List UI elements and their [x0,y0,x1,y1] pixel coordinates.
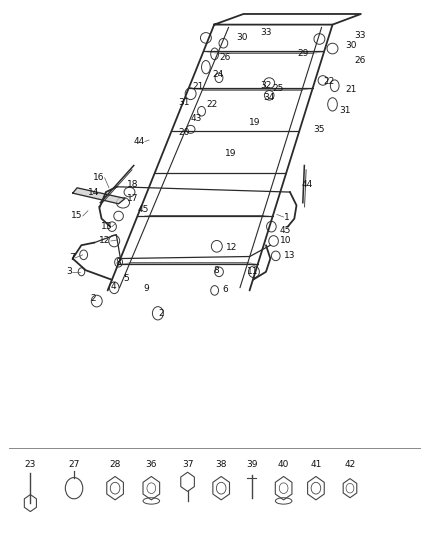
Text: 15: 15 [71,212,83,221]
Text: 9: 9 [143,284,149,293]
Text: 37: 37 [182,460,193,469]
Text: 3: 3 [66,268,72,276]
Text: 40: 40 [278,460,290,469]
Text: 5: 5 [124,274,130,283]
Text: 2: 2 [90,294,96,303]
Text: 27: 27 [68,460,80,469]
Text: 2: 2 [159,309,164,318]
Text: 14: 14 [88,188,99,197]
Text: 28: 28 [110,460,121,469]
Text: 35: 35 [313,125,325,134]
Text: 17: 17 [127,194,138,203]
Text: 1: 1 [284,213,290,222]
Text: 33: 33 [260,28,272,37]
Text: 26: 26 [219,53,231,62]
Text: 7: 7 [69,254,75,262]
Text: 36: 36 [145,460,157,469]
Text: 45: 45 [279,227,291,236]
Text: 10: 10 [280,237,292,246]
Text: 44: 44 [134,137,145,146]
Text: 32: 32 [260,81,272,90]
Text: 6: 6 [223,285,228,294]
Text: 33: 33 [354,31,366,40]
Text: 23: 23 [25,460,36,469]
Text: 18: 18 [127,180,138,189]
Text: 30: 30 [346,42,357,51]
Text: 30: 30 [237,34,248,43]
Text: 13: 13 [284,252,295,260]
Text: 42: 42 [344,460,356,469]
Text: 43: 43 [191,114,202,123]
Text: 31: 31 [339,106,350,115]
Text: 44: 44 [301,180,312,189]
Text: 8: 8 [115,258,121,266]
Text: 31: 31 [178,98,190,107]
Text: 21: 21 [346,85,357,94]
Text: 4: 4 [111,282,117,291]
Polygon shape [73,188,125,204]
Text: 24: 24 [212,70,223,78]
Text: 45: 45 [138,205,149,214]
Text: 29: 29 [297,50,309,58]
Text: 22: 22 [206,100,217,109]
Text: 41: 41 [310,460,321,469]
Text: 25: 25 [272,84,284,93]
Text: 21: 21 [192,82,204,91]
Text: 11: 11 [247,268,259,276]
Text: 13: 13 [101,222,112,231]
Text: 26: 26 [354,56,366,64]
Text: 34: 34 [264,93,275,102]
Text: 38: 38 [215,460,227,469]
Text: 19: 19 [225,149,237,158]
Text: 12: 12 [226,244,237,253]
Text: 8: 8 [214,266,219,275]
Text: 20: 20 [178,128,189,137]
Text: 16: 16 [93,173,105,182]
Text: 19: 19 [249,118,261,127]
Text: 22: 22 [324,77,335,86]
Text: 12: 12 [99,237,111,246]
Text: 39: 39 [246,460,258,469]
